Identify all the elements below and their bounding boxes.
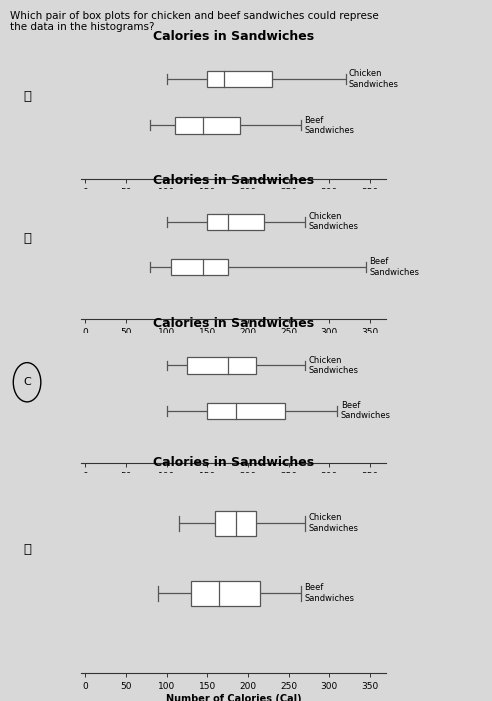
Text: Beef
Sandwiches: Beef Sandwiches [340, 401, 391, 421]
Text: Calories in Sandwiches: Calories in Sandwiches [153, 456, 314, 469]
Text: Chicken
Sandwiches: Chicken Sandwiches [308, 513, 358, 533]
X-axis label: Number of Calories (Cal): Number of Calories (Cal) [166, 200, 302, 210]
Bar [207, 214, 264, 230]
Bar [215, 510, 256, 536]
X-axis label: Number of Calories (Cal): Number of Calories (Cal) [166, 484, 302, 494]
Text: C: C [23, 377, 31, 387]
X-axis label: Number of Calories (Cal): Number of Calories (Cal) [166, 340, 302, 350]
Text: Beef
Sandwiches: Beef Sandwiches [369, 257, 419, 277]
Text: Chicken
Sandwiches: Chicken Sandwiches [308, 212, 358, 231]
Bar [187, 358, 256, 374]
Bar [207, 402, 284, 419]
Text: Ⓓ: Ⓓ [23, 543, 31, 556]
Text: Ⓐ: Ⓐ [23, 90, 31, 102]
Bar [171, 259, 228, 275]
Text: Beef
Sandwiches: Beef Sandwiches [304, 583, 354, 603]
X-axis label: Number of Calories (Cal): Number of Calories (Cal) [166, 694, 302, 701]
Text: Calories in Sandwiches: Calories in Sandwiches [153, 30, 314, 43]
Text: Ⓑ: Ⓑ [23, 232, 31, 245]
Text: Which pair of box plots for chicken and beef sandwiches could represe
the data i: Which pair of box plots for chicken and … [10, 11, 378, 32]
Bar [175, 117, 240, 134]
Text: Calories in Sandwiches: Calories in Sandwiches [153, 174, 314, 186]
Bar [191, 580, 260, 606]
Bar [207, 71, 273, 87]
Text: Chicken
Sandwiches: Chicken Sandwiches [349, 69, 399, 88]
Text: Calories in Sandwiches: Calories in Sandwiches [153, 318, 314, 330]
Text: Chicken
Sandwiches: Chicken Sandwiches [308, 355, 358, 375]
Text: Beef
Sandwiches: Beef Sandwiches [304, 116, 354, 135]
